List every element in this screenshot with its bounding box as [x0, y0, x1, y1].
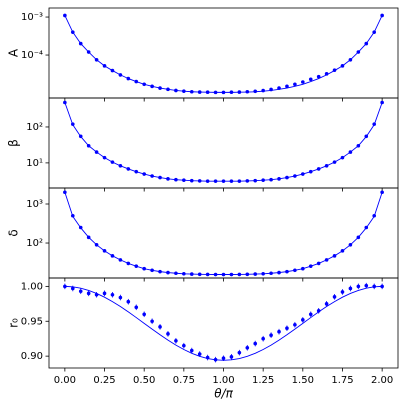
data-point — [70, 286, 75, 291]
data-point — [269, 333, 273, 338]
data-point — [78, 289, 83, 294]
data-point — [86, 291, 91, 296]
data-point — [364, 283, 369, 288]
data-point — [340, 290, 345, 294]
y-tick-label: 10² — [26, 122, 43, 133]
x-tick-label: 0.50 — [133, 375, 155, 386]
data-point — [293, 322, 297, 327]
y-tick-label: 0.95 — [21, 316, 43, 327]
data-point — [356, 284, 361, 289]
data-point — [285, 326, 289, 331]
data-point — [237, 350, 242, 355]
x-tick-label: 1.75 — [331, 375, 353, 386]
fit-line — [64, 102, 383, 182]
data-point — [158, 325, 162, 329]
data-point — [301, 318, 305, 322]
y-tick-label: 10⁻³ — [21, 12, 43, 23]
data-point — [285, 84, 289, 89]
x-tick-label: 1.25 — [252, 375, 274, 386]
data-point — [261, 88, 265, 93]
data-point — [166, 332, 170, 336]
y-tick-label: 0.90 — [21, 351, 43, 362]
data-point — [308, 77, 313, 82]
data-point — [126, 299, 131, 304]
x-tick-label: 0.25 — [93, 375, 115, 386]
axes-frame — [48, 187, 399, 279]
data-point — [118, 295, 123, 300]
data-point — [182, 343, 186, 348]
data-point — [293, 82, 297, 87]
data-point — [197, 352, 202, 356]
data-point — [189, 348, 194, 353]
data-point — [348, 286, 353, 291]
y-axis-label: δ — [7, 229, 21, 236]
x-tick-label: 0.00 — [54, 375, 76, 386]
x-axis-label: θ/π — [214, 387, 233, 401]
data-point — [142, 312, 146, 317]
data-point — [261, 336, 265, 341]
data-point — [63, 100, 67, 105]
x-tick-label: 0.75 — [173, 375, 195, 386]
y-tick-label: 10⁻⁴ — [21, 50, 43, 61]
data-point — [308, 312, 313, 317]
data-point — [221, 356, 226, 361]
data-point — [174, 338, 178, 343]
data-point — [301, 80, 305, 84]
fit-line — [64, 285, 383, 361]
data-point — [245, 345, 250, 350]
data-point — [332, 295, 337, 299]
data-point — [150, 319, 154, 324]
axes-frame — [48, 97, 399, 189]
y-tick-label: 10³ — [26, 199, 43, 210]
y-tick-label: 10¹ — [26, 158, 43, 169]
axes-frame — [48, 7, 399, 99]
data-point — [277, 329, 281, 334]
y-axis-label: β — [7, 139, 21, 147]
y-axis-label: A — [7, 48, 21, 57]
data-point — [229, 355, 234, 359]
x-tick-label: 2.00 — [371, 375, 393, 386]
y-axis-label: r₀ — [7, 318, 21, 328]
y-tick-label: 10² — [26, 238, 43, 249]
data-point — [134, 305, 139, 310]
data-point — [380, 100, 384, 105]
data-point — [316, 74, 321, 79]
y-tick-label: 1.00 — [21, 281, 43, 292]
axes-frame — [48, 277, 399, 369]
fit-line — [64, 15, 383, 93]
fit-line — [64, 192, 383, 275]
data-point — [253, 341, 258, 346]
data-point — [102, 291, 107, 296]
x-tick-label: 1.00 — [212, 375, 234, 386]
data-point — [324, 302, 329, 306]
x-tick-label: 1.50 — [292, 375, 314, 386]
data-point — [110, 292, 115, 297]
